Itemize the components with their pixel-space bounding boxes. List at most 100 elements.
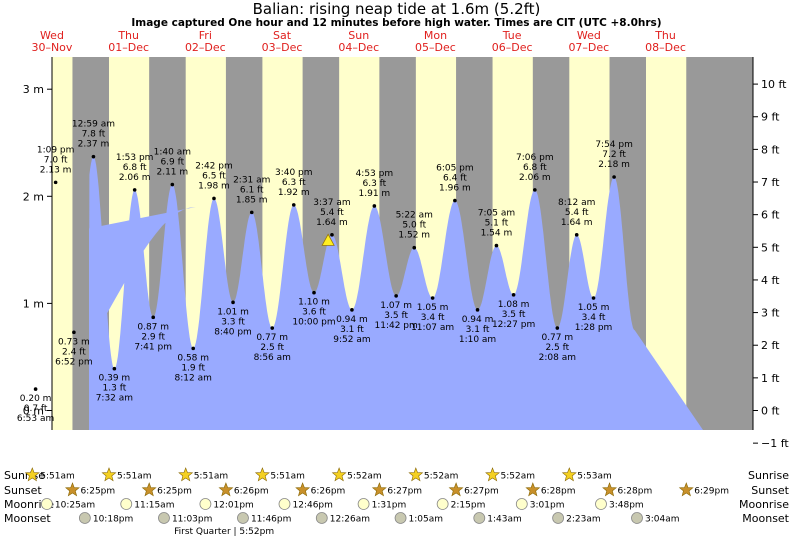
tide-point	[330, 233, 334, 237]
y-tick-label-ft: 5 ft	[761, 241, 780, 254]
y-tick-label-ft: 7 ft	[761, 176, 780, 189]
tide-ft-label: 5.4 ft	[565, 208, 589, 218]
day-name: Mon	[424, 29, 447, 42]
sunrise-time: 5:52am	[347, 472, 382, 482]
tide-time-label: 2:31 am	[233, 175, 270, 185]
tide-ft-label: 6.4 ft	[443, 174, 467, 184]
sunrise-time: 5:52am	[501, 472, 536, 482]
tide-m-label: 0.20 m	[20, 394, 52, 404]
tide-ft-label: 2.9 ft	[141, 332, 165, 342]
tide-m-label: 2.13 m	[40, 165, 72, 175]
y-tick-label-ft: −1 ft	[761, 437, 789, 450]
tide-point	[591, 296, 596, 300]
day-date: 06–Dec	[492, 41, 533, 54]
moonrise-icon	[515, 498, 528, 510]
moonset-icon	[552, 512, 565, 524]
sunset-time: 6:25pm	[80, 487, 115, 497]
tide-ft-label: 7.8 ft	[82, 130, 106, 140]
day-date: 04–Dec	[338, 41, 379, 54]
day-name: Wed	[577, 29, 601, 42]
moonset-icon	[473, 512, 486, 524]
tide-time-label: 10:00 pm	[292, 318, 335, 328]
tide-m-label: 0.39 m	[99, 374, 131, 384]
daylight-band	[52, 57, 73, 430]
tide-point	[475, 308, 480, 312]
moonset-icon	[315, 512, 328, 524]
tide-ft-label: 6.1 ft	[240, 185, 264, 195]
tide-time-label: 2:08 am	[539, 353, 576, 363]
tide-point	[511, 293, 516, 297]
day-name: Thu	[117, 29, 139, 42]
tide-ft-label: 3.5 ft	[384, 311, 408, 321]
tide-ft-label: 6.3 ft	[282, 178, 306, 188]
tide-point	[191, 346, 196, 351]
sunset-icon	[218, 482, 234, 497]
tide-point	[453, 198, 457, 203]
tide-ft-label: 3.1 ft	[466, 325, 490, 335]
tide-point	[312, 290, 316, 295]
sunrise-row-label-right: Sunrise	[748, 469, 789, 482]
tide-time-label: 6:53 am	[17, 414, 54, 424]
moonrise-time: 3:01pm	[530, 501, 565, 511]
y-tick-label-ft: 4 ft	[761, 274, 780, 287]
sunrise-icon	[331, 467, 347, 482]
tide-m-label: 2.11 m	[156, 168, 188, 178]
tide-ft-label: 0.7 ft	[24, 404, 48, 414]
day-name: Sun	[348, 29, 369, 42]
tide-m-label: 0.73 m	[58, 337, 90, 347]
tide-point	[212, 196, 216, 201]
tide-ft-label: 3.5 ft	[502, 310, 526, 320]
tide-m-label: 1.64 m	[561, 218, 593, 228]
moonrise-time: 10:25am	[55, 501, 95, 511]
sunrise-time: 5:51am	[194, 472, 229, 482]
moonset-time: 1:43am	[487, 515, 522, 525]
tide-m-label: 1.01 m	[217, 307, 249, 317]
tide-m-label: 1.07 m	[380, 301, 412, 311]
tide-time-label: 2:42 pm	[195, 161, 233, 171]
moonset-icon	[158, 512, 170, 524]
moonrise-icon	[40, 498, 53, 510]
tide-m-label: 1.85 m	[236, 195, 268, 205]
moonrise-time: 12:01pm	[213, 501, 253, 511]
tide-m-label: 0.58 m	[177, 353, 209, 363]
tide-time-label: 11:42 pm	[375, 321, 418, 331]
sunset-row-label: Sunset	[4, 484, 42, 497]
tide-m-label: 2.18 m	[598, 160, 630, 170]
sunrise-icon	[561, 467, 577, 482]
tide-point	[170, 182, 175, 187]
tide-time-label: 7:05 am	[478, 209, 515, 219]
tide-ft-label: 6.5 ft	[202, 171, 226, 181]
tide-time-label: 1:10 am	[459, 335, 496, 345]
tide-time-label: 5:22 am	[396, 211, 433, 221]
tide-ft-label: 2.4 ft	[62, 347, 86, 357]
moonset-row-label: Moonset	[4, 512, 51, 525]
sunset-time: 6:29pm	[694, 487, 729, 497]
moonset-icon	[78, 512, 91, 524]
moonrise-icon	[595, 498, 607, 510]
tide-time-label: 9:52 am	[333, 335, 370, 345]
day-name: Thu	[654, 29, 676, 42]
moonset-time: 12:26am	[330, 515, 370, 525]
tide-point	[53, 180, 58, 185]
sunset-row-label-right: Sunset	[751, 484, 789, 497]
current-tide-marker	[321, 233, 335, 246]
sunset-icon	[141, 482, 157, 497]
tide-time-label: 1:40 am	[154, 148, 191, 158]
tide-time-label: 12:27 pm	[492, 320, 535, 330]
tide-time-label: 7:32 am	[96, 394, 133, 404]
tide-time-label: 11:07 am	[411, 323, 454, 333]
tide-ft-label: 1.3 ft	[103, 384, 127, 394]
tide-ft-label: 2.5 ft	[260, 343, 284, 353]
tide-m-label: 1.05 m	[578, 303, 610, 313]
moonrise-icon	[120, 498, 133, 510]
y-tick-label-m: 3 m	[23, 83, 44, 96]
day-date: 08–Dec	[645, 41, 686, 54]
tide-m-label: 0.77 m	[541, 333, 573, 343]
tide-m-label: 1.96 m	[439, 184, 471, 194]
tide-ft-label: 6.3 ft	[362, 179, 386, 189]
sunset-time: 6:26pm	[311, 487, 346, 497]
y-tick-label-m: 2 m	[23, 190, 44, 203]
tide-ft-label: 5.4 ft	[320, 208, 344, 218]
y-tick-label-ft: 9 ft	[761, 111, 780, 124]
sunrise-row-label: Sunrise	[4, 469, 45, 482]
